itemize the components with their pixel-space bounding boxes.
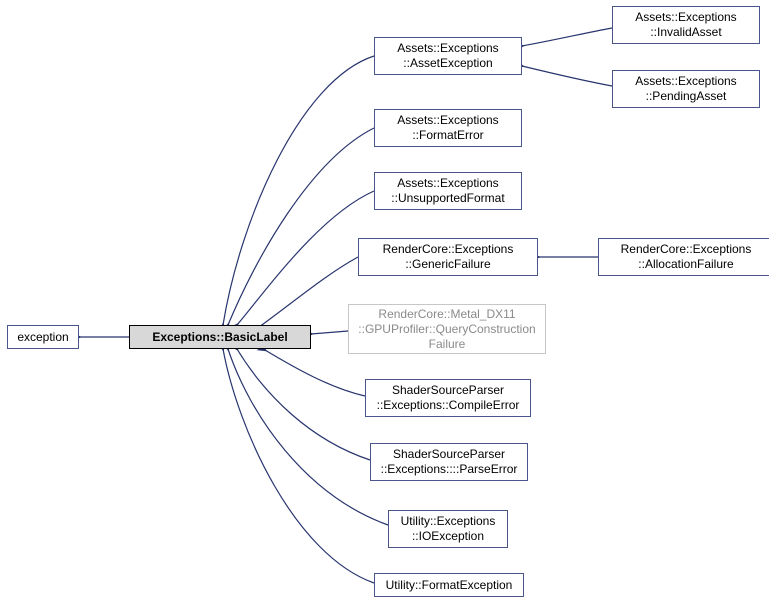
node-label: exception xyxy=(8,330,78,345)
diagram-canvas: exception Exceptions::BasicLabel Assets::E… xyxy=(0,0,769,609)
node-compileerror: ShaderSourceParser::Exceptions::CompileE… xyxy=(365,379,531,417)
node-label: ::UnsupportedFormat xyxy=(375,191,521,206)
node-ioexception: Utility::Exceptions::IOException xyxy=(388,510,508,548)
edge-assetexception-to-basiclabel xyxy=(223,56,374,325)
node-label: Assets::Exceptions xyxy=(375,176,521,191)
node-label: Failure xyxy=(349,337,545,352)
edge-genericfailure-to-basiclabel xyxy=(255,257,358,330)
node-invalidasset: Assets::Exceptions::InvalidAsset xyxy=(612,6,760,44)
node-label: ::Exceptions::CompileError xyxy=(366,398,530,413)
edge-formaterror-to-basiclabel xyxy=(228,128,374,325)
node-label: ::GenericFailure xyxy=(359,257,537,272)
node-basiclabel: Exceptions::BasicLabel xyxy=(129,325,311,349)
node-label: ::Exceptions::::ParseError xyxy=(371,462,527,477)
node-pendingasset: Assets::Exceptions::PendingAsset xyxy=(612,70,760,108)
edge-pendingasset-to-assetexception xyxy=(522,66,612,86)
edge-invalidasset-to-assetexception xyxy=(522,28,612,46)
node-label: ShaderSourceParser xyxy=(366,383,530,398)
node-label: ::InvalidAsset xyxy=(613,25,759,40)
node-label: Assets::Exceptions xyxy=(375,113,521,128)
node-label: Assets::Exceptions xyxy=(613,10,759,25)
node-label: RenderCore::Metal_DX11 xyxy=(349,307,545,322)
node-label: Utility::Exceptions xyxy=(389,514,507,529)
node-label: ::PendingAsset xyxy=(613,89,759,104)
node-label: Utility::FormatException xyxy=(375,578,523,593)
node-label: RenderCore::Exceptions xyxy=(359,242,537,257)
edge-formatexception-to-basiclabel xyxy=(223,349,374,583)
node-label: Assets::Exceptions xyxy=(375,41,521,56)
node-label: Assets::Exceptions xyxy=(613,74,759,89)
edge-ioexception-to-basiclabel xyxy=(228,349,388,525)
node-label: ::AssetException xyxy=(375,56,521,71)
node-label: RenderCore::Exceptions xyxy=(599,242,769,257)
node-label: ::FormatError xyxy=(375,128,521,143)
node-formatexception: Utility::FormatException xyxy=(374,573,524,597)
node-assetexception: Assets::Exceptions::AssetException xyxy=(374,37,522,75)
node-label: ::AllocationFailure xyxy=(599,257,769,272)
edge-compileerror-to-basiclabel xyxy=(265,350,365,396)
node-exception: exception xyxy=(7,325,79,349)
node-label: ::GPUProfiler::QueryConstruction xyxy=(349,322,545,337)
edge-parseerror-to-basiclabel xyxy=(237,349,370,460)
node-genericfailure: RenderCore::Exceptions::GenericFailure xyxy=(358,238,538,276)
edge-queryconstruction-to-basiclabel xyxy=(311,331,348,334)
node-label: Exceptions::BasicLabel xyxy=(130,330,310,345)
node-formaterror: Assets::Exceptions::FormatError xyxy=(374,109,522,147)
node-label: ShaderSourceParser xyxy=(371,447,527,462)
node-label: ::IOException xyxy=(389,529,507,544)
node-queryconstruction: RenderCore::Metal_DX11::GPUProfiler::Que… xyxy=(348,304,546,354)
node-allocationfailure: RenderCore::Exceptions::AllocationFailur… xyxy=(598,238,769,276)
node-parseerror: ShaderSourceParser::Exceptions::::ParseE… xyxy=(370,443,528,481)
node-unsupportedformat: Assets::Exceptions::UnsupportedFormat xyxy=(374,172,522,210)
